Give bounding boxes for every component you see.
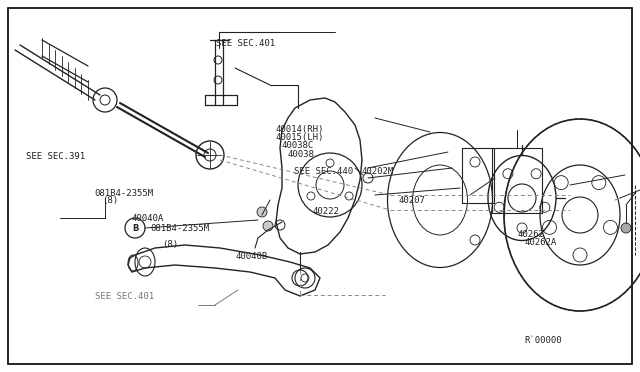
Text: 40262: 40262	[517, 230, 544, 239]
Text: R`00000: R`00000	[525, 336, 563, 345]
Text: 081B4-2355M: 081B4-2355M	[95, 189, 154, 198]
Text: 40014(RH): 40014(RH)	[275, 125, 324, 134]
Text: SEE SEC.440: SEE SEC.440	[294, 167, 353, 176]
Text: 40040B: 40040B	[236, 252, 268, 261]
Text: (8): (8)	[102, 196, 118, 205]
Text: 40040A: 40040A	[131, 214, 163, 223]
Text: SEE SEC.401: SEE SEC.401	[95, 292, 154, 301]
Circle shape	[263, 221, 273, 231]
Text: 081B4-2355M: 081B4-2355M	[150, 224, 209, 232]
Bar	[462, 148, 494, 203]
Text: 40262A: 40262A	[525, 238, 557, 247]
Text: (8): (8)	[162, 240, 178, 248]
Text: SEE SEC.401: SEE SEC.401	[216, 39, 275, 48]
Text: B: B	[132, 224, 138, 232]
Text: SEE SEC.391: SEE SEC.391	[26, 152, 84, 161]
Circle shape	[257, 207, 267, 217]
Text: 40202M: 40202M	[362, 167, 394, 176]
Bar	[492, 148, 542, 213]
Text: 40222: 40222	[312, 207, 339, 216]
Circle shape	[621, 223, 631, 233]
Text: 40038: 40038	[288, 150, 315, 159]
Text: 40038C: 40038C	[282, 141, 314, 150]
Text: 40207: 40207	[398, 196, 425, 205]
Text: 40015(LH): 40015(LH)	[275, 133, 324, 142]
